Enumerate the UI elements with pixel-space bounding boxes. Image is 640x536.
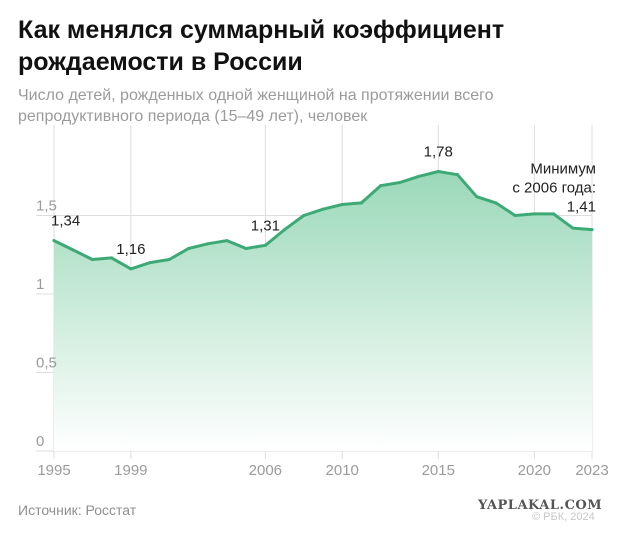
- data-point: [398, 181, 402, 185]
- copyright-watermark: © РБК, 2024: [532, 511, 595, 523]
- data-point: [71, 248, 75, 252]
- y-tick-label: 0,5: [36, 355, 57, 372]
- data-point: [167, 257, 171, 261]
- x-tick-label: 1995: [37, 462, 70, 479]
- data-point: [302, 214, 306, 217]
- data-point: [206, 242, 210, 246]
- data-point: [225, 239, 229, 243]
- data-point: [456, 173, 459, 177]
- data-point: [417, 174, 421, 178]
- data-label: 1,34: [51, 213, 80, 230]
- data-point: [359, 201, 363, 205]
- chart-subtitle: Число детей, рожденных одной женщиной на…: [18, 87, 494, 125]
- data-point: [90, 257, 94, 261]
- data-label: 1,78: [424, 144, 453, 161]
- x-tick-label: 1999: [114, 462, 147, 479]
- data-point: [244, 246, 248, 250]
- data-point: [513, 214, 517, 217]
- data-point: [475, 195, 479, 199]
- data-point: [379, 184, 383, 188]
- data-point: [110, 256, 114, 260]
- y-tick-label: 0: [36, 433, 44, 450]
- data-point: [52, 239, 56, 243]
- data-point: [283, 228, 287, 232]
- data-point: [552, 212, 556, 216]
- data-point: [187, 246, 190, 250]
- x-tick-label: 2010: [326, 462, 359, 479]
- x-tick-label: 2015: [422, 462, 455, 479]
- data-point: [129, 267, 133, 271]
- data-point: [494, 201, 498, 205]
- data-point: [148, 261, 152, 265]
- data-label: 1,16: [116, 241, 145, 258]
- data-point: [340, 203, 344, 207]
- data-label: Минимум с 2006 года: 1,41: [512, 161, 596, 216]
- chart-title: Как менялся суммарный коэффициент рождае…: [18, 16, 505, 76]
- data-point: [321, 207, 325, 211]
- watermark-logo: YAPLAKAL.COM: [478, 498, 603, 513]
- data-point: [571, 226, 575, 230]
- data-point: [590, 228, 594, 232]
- data-point: [263, 243, 267, 247]
- source-note: Источник: Росстат: [18, 502, 137, 518]
- area-fill: [54, 171, 592, 451]
- x-tick-label: 2023: [575, 462, 608, 479]
- data-point: [532, 212, 536, 216]
- data-point: [436, 170, 440, 174]
- x-tick-label: 2006: [249, 462, 282, 479]
- data-label: 1,31: [251, 217, 280, 234]
- y-tick-label: 1,5: [36, 198, 57, 215]
- y-tick-label: 1: [36, 276, 44, 293]
- x-tick-label: 2020: [518, 462, 551, 479]
